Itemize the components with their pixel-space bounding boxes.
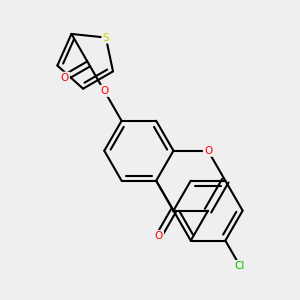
Text: O: O bbox=[154, 231, 163, 241]
Text: O: O bbox=[100, 86, 108, 96]
Text: Cl: Cl bbox=[235, 261, 245, 271]
Text: S: S bbox=[103, 33, 109, 43]
Text: O: O bbox=[204, 146, 212, 156]
Text: O: O bbox=[61, 73, 69, 83]
